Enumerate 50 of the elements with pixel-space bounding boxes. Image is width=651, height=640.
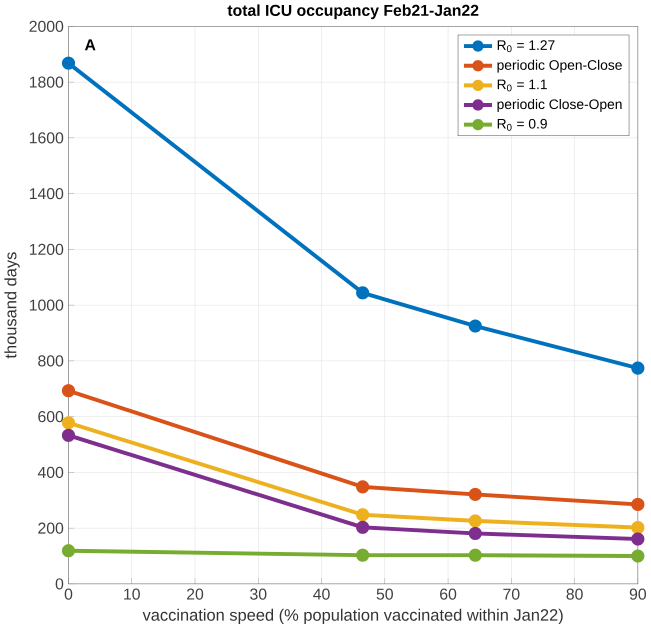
point: [356, 548, 370, 562]
point: [468, 319, 482, 332]
x-tick-label: 50: [376, 588, 393, 600]
x-tick-label: 30: [250, 588, 266, 600]
x-tick-label: 80: [566, 588, 583, 600]
y-tick-label: 400: [38, 466, 64, 478]
x-tick-label: 10: [124, 588, 140, 600]
point: [468, 514, 482, 528]
legend-label: periodic Open-Close: [498, 60, 622, 72]
point: [356, 520, 370, 534]
y-axis-title: thousand days: [4, 252, 20, 358]
point: [62, 416, 76, 430]
point: [631, 361, 644, 374]
y-tick-label: 1600: [30, 132, 64, 144]
point: [631, 520, 644, 534]
point: [631, 549, 644, 562]
point: [356, 508, 370, 522]
x-tick-label: 0: [64, 588, 72, 600]
y-tick-label: 0: [56, 578, 64, 590]
point: [468, 488, 482, 501]
point: [62, 428, 76, 442]
legend-label: R$_{0}$ = 1.1: [498, 79, 547, 92]
y-tick-label: 1000: [30, 299, 64, 310]
x-axis-title: vaccination speed (% population vaccinated within Jan22): [142, 608, 563, 624]
annotation: A: [84, 39, 96, 50]
point: [62, 384, 76, 398]
point: [631, 532, 644, 546]
y-tick-label: 200: [38, 522, 64, 534]
y-tick-label: 600: [38, 410, 64, 422]
point: [62, 544, 76, 558]
x-tick-label: 60: [440, 588, 456, 600]
y-tick-label: 1400: [30, 188, 64, 199]
x-tick-label: 40: [313, 588, 330, 600]
legend-label: periodic Close-Open: [498, 98, 622, 112]
y-tick-label: 1200: [30, 244, 64, 255]
legend-label: R$_{0}$ = 0.9: [498, 118, 547, 131]
chart-title: total ICU occupancy Feb21-Jan22: [228, 4, 478, 19]
x-tick-label: 70: [503, 588, 520, 600]
point: [631, 498, 644, 511]
point: [62, 56, 76, 70]
point: [468, 526, 482, 540]
point: [468, 548, 482, 562]
y-tick-label: 2000: [30, 20, 64, 32]
y-tick-label: 1800: [30, 76, 64, 88]
x-tick-label: 90: [630, 588, 646, 600]
point: [356, 480, 370, 494]
x-tick-label: 20: [187, 588, 204, 600]
point: [356, 286, 370, 300]
legend-label: R$_{0}$ = 1.27: [498, 40, 555, 52]
y-tick-label: 800: [38, 355, 64, 366]
